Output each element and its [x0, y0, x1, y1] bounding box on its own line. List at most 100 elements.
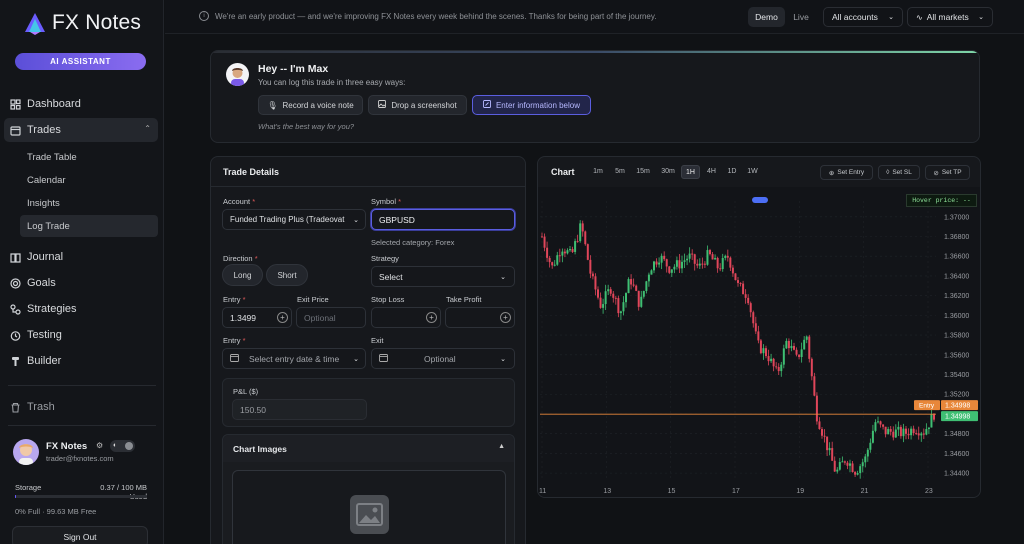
- sidebar-item-trash[interactable]: Trash: [4, 395, 158, 419]
- candle-body: [864, 456, 867, 463]
- set-sl-button[interactable]: ◊ Set SL: [878, 165, 920, 180]
- timeframe-30m[interactable]: 30m: [661, 168, 675, 175]
- candle-body: [632, 284, 635, 286]
- candle-body: [614, 297, 617, 299]
- sidebar-subitem-insights[interactable]: Insights: [27, 197, 60, 209]
- enter-information-button[interactable]: Enter information below: [472, 95, 591, 115]
- candle-body: [833, 460, 836, 472]
- candle-body: [823, 435, 826, 437]
- settings-icon[interactable]: ⚙: [96, 441, 104, 450]
- sidebar-item-label: Testing: [27, 329, 62, 341]
- long-button[interactable]: Long: [222, 264, 263, 286]
- sidebar-item-trades[interactable]: Trades ⌃: [4, 118, 158, 142]
- chevron-down-icon: ⌄: [978, 14, 984, 21]
- x-tick-label: 13: [603, 488, 611, 495]
- info-icon: i: [199, 11, 209, 21]
- sidebar-item-label: Strategies: [27, 303, 77, 315]
- exit-price-input[interactable]: Optional: [296, 307, 366, 328]
- candle-body: [859, 466, 862, 474]
- candle-body: [793, 345, 795, 350]
- stop-loss-input[interactable]: +: [371, 307, 441, 328]
- exit-price-label: Exit Price: [297, 295, 329, 304]
- candle-body: [785, 340, 788, 349]
- candle-body: [894, 429, 897, 438]
- candle-body: [930, 414, 933, 428]
- mode-live-tab[interactable]: Live: [793, 12, 809, 22]
- timeframe-4h[interactable]: 4H: [707, 168, 716, 175]
- sidebar-item-label: Builder: [27, 355, 62, 367]
- ai-assistant-button[interactable]: AI ASSISTANT: [15, 53, 146, 70]
- symbol-input[interactable]: GBPUSD: [371, 209, 515, 230]
- timeframe-1d[interactable]: 1D: [727, 168, 737, 175]
- symbol-label: Symbol *: [371, 197, 402, 206]
- sidebar-item-strategies[interactable]: Strategies: [4, 297, 158, 321]
- theme-toggle[interactable]: ◐: [110, 440, 135, 452]
- sidebar-item-testing[interactable]: Testing: [4, 323, 158, 347]
- pnl-input[interactable]: 150.50: [232, 399, 367, 420]
- entry-label: Entry *: [223, 295, 246, 304]
- collapse-icon[interactable]: ▲: [498, 443, 505, 450]
- candle-body: [548, 257, 551, 263]
- sidebar-item-journal[interactable]: Journal: [4, 245, 158, 269]
- entry-price-input[interactable]: 1.3499 +: [222, 307, 292, 328]
- sidebar-subitem-trade-table[interactable]: Trade Table: [27, 151, 77, 163]
- add-icon[interactable]: +: [500, 312, 511, 323]
- candle-body: [658, 262, 661, 265]
- avatar[interactable]: [13, 439, 39, 465]
- candle-body: [569, 249, 571, 251]
- candle-body: [759, 340, 762, 354]
- timeframe-1h[interactable]: 1H: [681, 165, 700, 179]
- sidebar-item-label: Journal: [27, 251, 64, 263]
- candle-body: [729, 257, 732, 268]
- sign-out-button[interactable]: Sign Out: [12, 526, 148, 544]
- add-icon[interactable]: +: [426, 312, 437, 323]
- candle-body: [731, 267, 734, 274]
- accounts-select[interactable]: All accounts ⌄: [823, 7, 903, 27]
- candle-body: [767, 356, 770, 362]
- add-icon[interactable]: +: [277, 312, 288, 323]
- sidebar-item-dashboard[interactable]: Dashboard: [4, 92, 158, 116]
- take-profit-input[interactable]: +: [445, 307, 515, 328]
- candle-body: [790, 345, 793, 349]
- timeframe-15m[interactable]: 15m: [636, 168, 650, 175]
- record-voice-note-button[interactable]: 🎙 Record a voice note: [258, 95, 363, 115]
- sidebar-subitem-calendar[interactable]: Calendar: [27, 174, 66, 186]
- x-tick-label: 15: [668, 488, 676, 495]
- current-price-label: 1.34998: [945, 414, 970, 421]
- strategy-select[interactable]: Select ⌄: [371, 266, 515, 287]
- candle-body: [920, 433, 923, 436]
- set-tp-button[interactable]: ⊘ Set TP: [925, 165, 970, 180]
- candle-body: [579, 223, 582, 242]
- strategy-label: Strategy: [371, 254, 399, 263]
- set-entry-label: Set Entry: [837, 169, 865, 176]
- set-entry-button[interactable]: ⊕ Set Entry: [820, 165, 873, 180]
- account-select[interactable]: Funded Trading Plus (Tradeovat ⌄: [222, 209, 366, 230]
- chevron-up-icon[interactable]: ⌃: [144, 124, 151, 133]
- candle-body: [869, 442, 872, 450]
- timeframe-1w[interactable]: 1W: [747, 168, 758, 175]
- mode-demo-tab[interactable]: Demo: [748, 7, 785, 27]
- entry-date-input[interactable]: Select entry date & time ⌄: [222, 348, 366, 369]
- chart-scroll-handle[interactable]: [752, 197, 768, 203]
- storage-bar: [15, 495, 147, 498]
- candle-body: [927, 427, 930, 430]
- drop-screenshot-button[interactable]: Drop a screenshot: [368, 95, 467, 115]
- timeframe-1m[interactable]: 1m: [593, 168, 603, 175]
- timeframe-5m[interactable]: 5m: [615, 168, 625, 175]
- candle-body: [551, 262, 554, 266]
- sidebar-item-goals[interactable]: Goals: [4, 271, 158, 295]
- short-button[interactable]: Short: [266, 264, 308, 286]
- candle-body: [739, 282, 742, 284]
- price-chart[interactable]: 1.37000 1.36800 1.36600 1.36400 1.36200 1.360…: [538, 187, 981, 498]
- trade-details-title: Trade Details: [223, 167, 280, 177]
- markets-select[interactable]: ∿ All markets ⌄: [907, 7, 993, 27]
- image-dropzone[interactable]: [232, 470, 506, 544]
- storage-used: 0.37 / 100 MB Used: [100, 483, 147, 501]
- sidebar-item-builder[interactable]: Builder: [4, 349, 158, 373]
- candle-body: [821, 429, 823, 436]
- sidebar-subitem-log-trade[interactable]: Log Trade: [20, 215, 158, 237]
- candle-body: [851, 463, 854, 473]
- candle-body: [650, 270, 653, 275]
- candle-body: [604, 291, 607, 305]
- exit-date-input[interactable]: Optional ⌄: [371, 348, 515, 369]
